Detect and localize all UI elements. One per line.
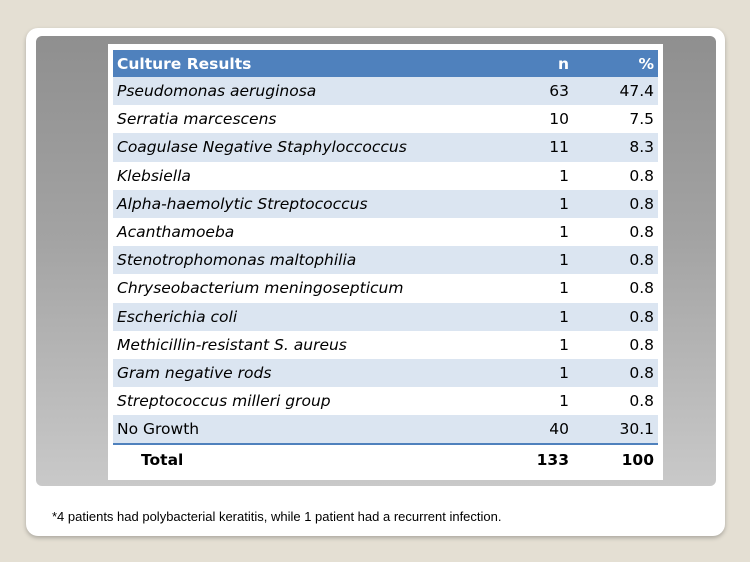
total-row: Total 133 100 xyxy=(113,443,658,475)
footnote: *4 patients had polybacterial keratitis,… xyxy=(52,509,502,524)
table-row: Acanthamoeba 1 0.8 xyxy=(113,217,658,247)
organism-cell: Serratia marcescens xyxy=(113,105,483,134)
count-cell: 1 xyxy=(483,302,573,331)
count-cell: 1 xyxy=(483,161,573,190)
percent-cell: 0.8 xyxy=(573,387,658,416)
organism-cell: Chryseobacterium meningosepticum xyxy=(113,274,483,303)
count-cell: 1 xyxy=(483,246,573,275)
table-row: Gram negative rods 1 0.8 xyxy=(113,358,658,388)
table-row: No Growth 40 30.1 xyxy=(113,415,658,445)
percent-cell: 47.4 xyxy=(573,77,658,106)
percent-cell: 0.8 xyxy=(573,358,658,388)
percent-cell: 7.5 xyxy=(573,105,658,134)
table-row: Escherichia coli 1 0.8 xyxy=(113,302,658,331)
table-row: Serratia marcescens 10 7.5 xyxy=(113,105,658,134)
organism-cell: Alpha-haemolytic Streptococcus xyxy=(113,189,483,218)
count-cell: 1 xyxy=(483,358,573,388)
count-cell: 10 xyxy=(483,105,573,134)
percent-cell: 0.8 xyxy=(573,217,658,247)
organism-cell: Acanthamoeba xyxy=(113,217,483,247)
percent-cell: 0.8 xyxy=(573,161,658,190)
table-row: Klebsiella 1 0.8 xyxy=(113,161,658,190)
total-percent: 100 xyxy=(573,443,658,475)
total-label: Total xyxy=(113,443,483,475)
culture-results-table: Culture Results n % Pseudomonas aerugino… xyxy=(113,50,658,475)
organism-cell: No Growth xyxy=(113,415,483,445)
count-cell: 1 xyxy=(483,387,573,416)
table-body: Pseudomonas aeruginosa 63 47.4 Serratia mar… xyxy=(113,77,658,445)
organism-cell: Klebsiella xyxy=(113,161,483,190)
organism-cell: Escherichia coli xyxy=(113,302,483,331)
column-header-n: n xyxy=(483,50,573,77)
table-header-row: Culture Results n % xyxy=(113,50,658,77)
count-cell: 1 xyxy=(483,217,573,247)
percent-cell: 8.3 xyxy=(573,133,658,162)
organism-cell: Gram negative rods xyxy=(113,358,483,388)
table-row: Chryseobacterium meningosepticum 1 0.8 xyxy=(113,274,658,303)
table-row: Alpha-haemolytic Streptococcus 1 0.8 xyxy=(113,189,658,218)
count-cell: 1 xyxy=(483,274,573,303)
table-container: Culture Results n % Pseudomonas aerugino… xyxy=(108,44,663,480)
organism-cell: Stenotrophomonas maltophilia xyxy=(113,246,483,275)
count-cell: 1 xyxy=(483,189,573,218)
percent-cell: 0.8 xyxy=(573,330,658,359)
percent-cell: 0.8 xyxy=(573,302,658,331)
organism-cell: Streptococcus milleri group xyxy=(113,387,483,416)
table-row: Methicillin-resistant S. aureus 1 0.8 xyxy=(113,330,658,359)
count-cell: 63 xyxy=(483,77,573,106)
percent-cell: 0.8 xyxy=(573,246,658,275)
count-cell: 11 xyxy=(483,133,573,162)
table-row: Coagulase Negative Staphyloccoccus 11 8.3 xyxy=(113,133,658,162)
organism-cell: Pseudomonas aeruginosa xyxy=(113,77,483,106)
percent-cell: 0.8 xyxy=(573,274,658,303)
count-cell: 40 xyxy=(483,415,573,445)
organism-cell: Methicillin-resistant S. aureus xyxy=(113,330,483,359)
percent-cell: 30.1 xyxy=(573,415,658,445)
count-cell: 1 xyxy=(483,330,573,359)
table-row: Streptococcus milleri group 1 0.8 xyxy=(113,387,658,416)
organism-cell: Coagulase Negative Staphyloccoccus xyxy=(113,133,483,162)
percent-cell: 0.8 xyxy=(573,189,658,218)
total-n: 133 xyxy=(483,443,573,475)
table-row: Pseudomonas aeruginosa 63 47.4 xyxy=(113,77,658,106)
column-header-percent: % xyxy=(573,50,658,77)
table-row: Stenotrophomonas maltophilia 1 0.8 xyxy=(113,246,658,275)
column-header-culture-results: Culture Results xyxy=(113,50,483,77)
